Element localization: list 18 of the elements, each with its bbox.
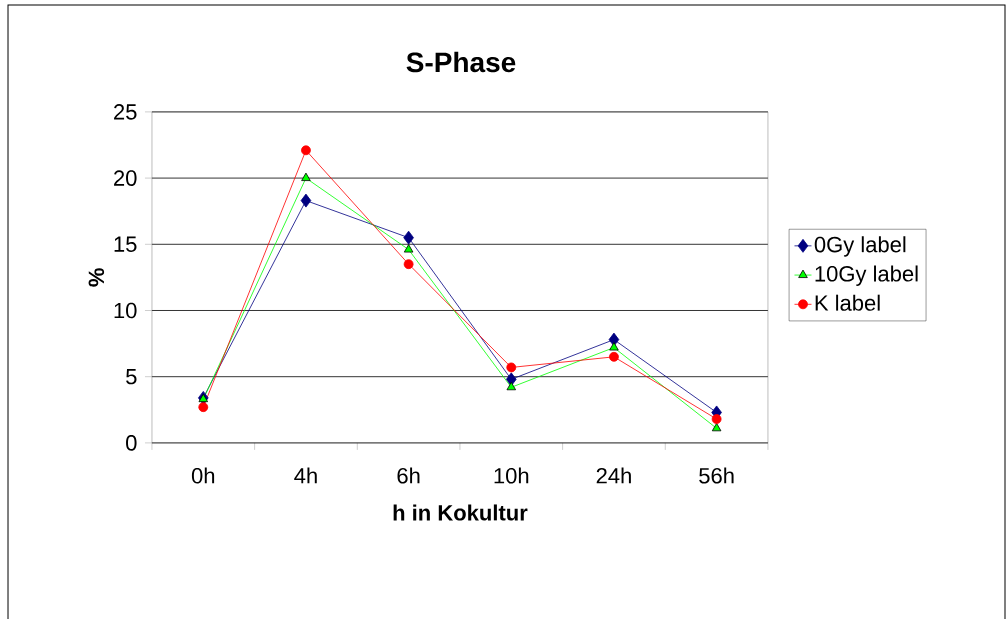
chart-title: S-Phase	[406, 51, 516, 73]
x-tick-label: 4h	[294, 467, 317, 484]
x-tick-label: 10h	[494, 467, 529, 484]
x-tick-label: 6h	[397, 467, 420, 484]
y-tick-label: 0	[126, 435, 137, 451]
legend-label: 10Gy label	[815, 265, 918, 286]
y-tick-label: 10	[114, 302, 137, 319]
x-tick-label: 24h	[596, 467, 631, 484]
legend-label: 0Gy label	[814, 236, 906, 257]
y-tick-label: 15	[114, 236, 137, 252]
y-axis-title: %	[88, 268, 105, 287]
x-tick-label: 56h	[699, 467, 734, 484]
legend-label: K label	[815, 294, 880, 311]
x-tick-label: 0h	[191, 467, 215, 484]
y-tick-label: 5	[126, 369, 137, 385]
y-tick-label: 20	[114, 170, 137, 186]
x-axis-title: h in Kokultur	[393, 504, 528, 521]
y-tick-label: 25	[114, 104, 137, 120]
